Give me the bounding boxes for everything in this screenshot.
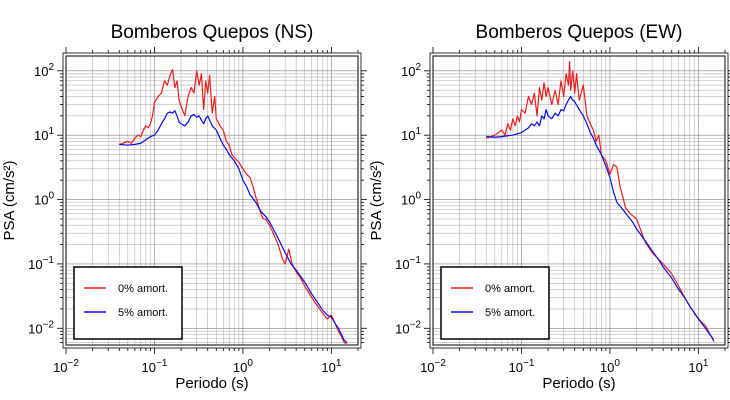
x-tick-label: 10−2	[420, 358, 446, 375]
x-axis-label: Periodo (s)	[175, 375, 248, 392]
legend: 0% amort. 5% amort.	[440, 266, 550, 340]
y-tick-label: 100	[34, 191, 54, 208]
series-line-1	[119, 110, 348, 344]
y-tick-label: 101	[34, 126, 54, 143]
series-line-0	[119, 68, 348, 345]
y-tick-label: 100	[401, 191, 421, 208]
chart-panel-0: 10−2 10−1 100 101 10−2 10−1 100 101 102 Bomberos …	[1, 22, 367, 392]
y-tick-label: 10−2	[395, 319, 421, 336]
plot-frame-outer	[429, 52, 729, 349]
x-tick-label: 10−1	[509, 358, 535, 375]
x-tick-label: 100	[233, 358, 253, 375]
y-axis-label: PSA (cm/s²)	[1, 160, 18, 240]
legend-label-0: 0% amort.	[118, 283, 168, 295]
x-axis-label: Periodo (s)	[542, 375, 615, 392]
x-tick-label: 100	[600, 358, 620, 375]
axis-ticks	[424, 47, 730, 354]
y-tick-label: 10−2	[28, 319, 54, 336]
series-group	[486, 60, 715, 342]
chart-panel-1: 10−2 10−1 100 101 10−2 10−1 100 101 102 Bomberos …	[368, 22, 730, 392]
x-tick-label: 10−1	[142, 358, 168, 375]
legend-box	[73, 266, 183, 340]
y-tick-label: 10−1	[395, 255, 421, 272]
series-line-0	[486, 60, 715, 342]
legend-label-1: 5% amort.	[485, 307, 535, 319]
legend-label-0: 0% amort.	[485, 283, 535, 295]
x-tick-label: 101	[688, 358, 708, 375]
y-tick-label: 102	[401, 62, 421, 79]
series-group	[119, 68, 348, 345]
y-tick-label: 10−1	[28, 255, 54, 272]
chart-title: Bomberos Quepos (EW)	[476, 22, 683, 43]
plot-frame-outer	[62, 52, 362, 349]
y-axis-label: PSA (cm/s²)	[368, 160, 385, 240]
x-tick-label: 101	[321, 358, 341, 375]
y-tick-label: 102	[34, 62, 54, 79]
plot-frame	[432, 55, 726, 346]
legend: 0% amort. 5% amort.	[73, 266, 183, 340]
axis-ticks	[57, 47, 367, 354]
series-line-1	[486, 95, 715, 341]
plot-frame	[65, 55, 359, 346]
y-tick-label: 101	[401, 126, 421, 143]
chart-title: Bomberos Quepos (NS)	[111, 22, 314, 43]
legend-label-1: 5% amort.	[118, 307, 168, 319]
legend-box	[440, 266, 550, 340]
x-tick-label: 10−2	[53, 358, 79, 375]
